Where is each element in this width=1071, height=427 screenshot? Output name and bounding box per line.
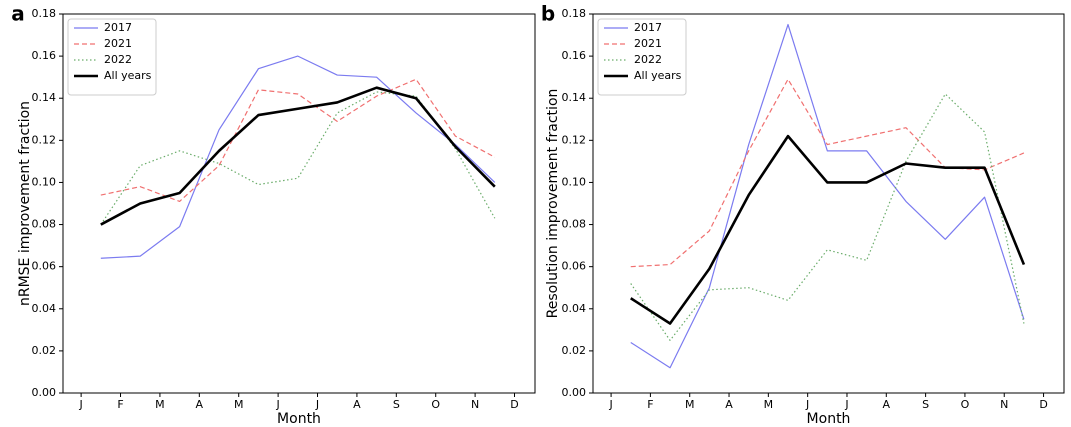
y-tick-label: 0.08	[32, 218, 57, 231]
x-tick-label: S	[922, 398, 929, 411]
x-tick-label: D	[1039, 398, 1047, 411]
x-tick-label: M	[234, 398, 244, 411]
x-tick-label: J	[78, 398, 82, 411]
y-tick-label: 0.02	[32, 344, 57, 357]
legend-label: 2022	[104, 53, 132, 66]
x-tick-label: F	[117, 398, 123, 411]
legend-label: 2022	[634, 53, 662, 66]
x-tick-label: M	[685, 398, 695, 411]
x-tick-label: J	[275, 398, 279, 411]
y-tick-label: 0.14	[562, 91, 587, 104]
panel-label: b	[541, 2, 555, 26]
plot-frame	[592, 13, 1065, 394]
x-tick-label: A	[725, 398, 733, 411]
panel-label: a	[11, 2, 25, 26]
y-tick-label: 0.12	[562, 133, 587, 146]
x-tick-label: A	[883, 398, 891, 411]
x-tick-label: A	[196, 398, 204, 411]
series-line	[100, 91, 496, 225]
series-line	[100, 78, 496, 202]
plot-frame	[62, 13, 536, 394]
x-tick-label: J	[315, 398, 319, 411]
y-tick-label: 0.04	[562, 302, 587, 315]
x-tick-label: A	[353, 398, 361, 411]
series-line	[630, 23, 1025, 369]
y-tick-label: 0.10	[32, 175, 57, 188]
legend-label: 2021	[634, 37, 662, 50]
x-tick-label: M	[764, 398, 774, 411]
y-tick-label: 0.18	[32, 7, 57, 20]
legend-label: All years	[634, 69, 682, 82]
x-tick-label: M	[155, 398, 165, 411]
x-axis-label: Month	[277, 411, 321, 427]
x-tick-label: F	[647, 398, 653, 411]
legend-label: All years	[104, 69, 152, 82]
y-tick-label: 0.06	[562, 260, 587, 273]
y-tick-label: 0.16	[562, 49, 587, 62]
x-tick-label: J	[805, 398, 809, 411]
y-tick-label: 0.04	[32, 302, 57, 315]
y-axis-label: nRMSE improvement fraction	[17, 101, 33, 306]
series-line	[100, 55, 496, 259]
x-tick-label: N	[471, 398, 479, 411]
x-tick-label: S	[393, 398, 400, 411]
x-tick-label: J	[844, 398, 848, 411]
legend-label: 2017	[634, 21, 662, 34]
y-tick-label: 0.06	[32, 260, 57, 273]
series-line	[630, 134, 1026, 325]
x-tick-label: N	[1000, 398, 1008, 411]
series-line	[630, 78, 1025, 268]
series-line	[100, 86, 496, 226]
x-tick-label: O	[961, 398, 970, 411]
y-tick-label: 0.16	[32, 49, 57, 62]
legend-label: 2021	[104, 37, 132, 50]
y-tick-label: 0.14	[32, 91, 57, 104]
series-line	[630, 93, 1025, 341]
x-tick-label: D	[510, 398, 518, 411]
y-axis-label: Resolution improvement fraction	[545, 89, 561, 319]
y-tick-label: 0.10	[562, 175, 587, 188]
legend-label: 2017	[104, 21, 132, 34]
y-tick-label: 0.12	[32, 133, 57, 146]
y-tick-label: 0.18	[562, 7, 587, 20]
y-tick-label: 0.00	[32, 386, 57, 399]
y-tick-label: 0.08	[562, 218, 587, 231]
x-tick-label: O	[431, 398, 440, 411]
x-axis-label: Month	[807, 411, 851, 427]
y-tick-label: 0.00	[562, 386, 587, 399]
y-tick-label: 0.02	[562, 344, 587, 357]
x-tick-label: J	[608, 398, 612, 411]
